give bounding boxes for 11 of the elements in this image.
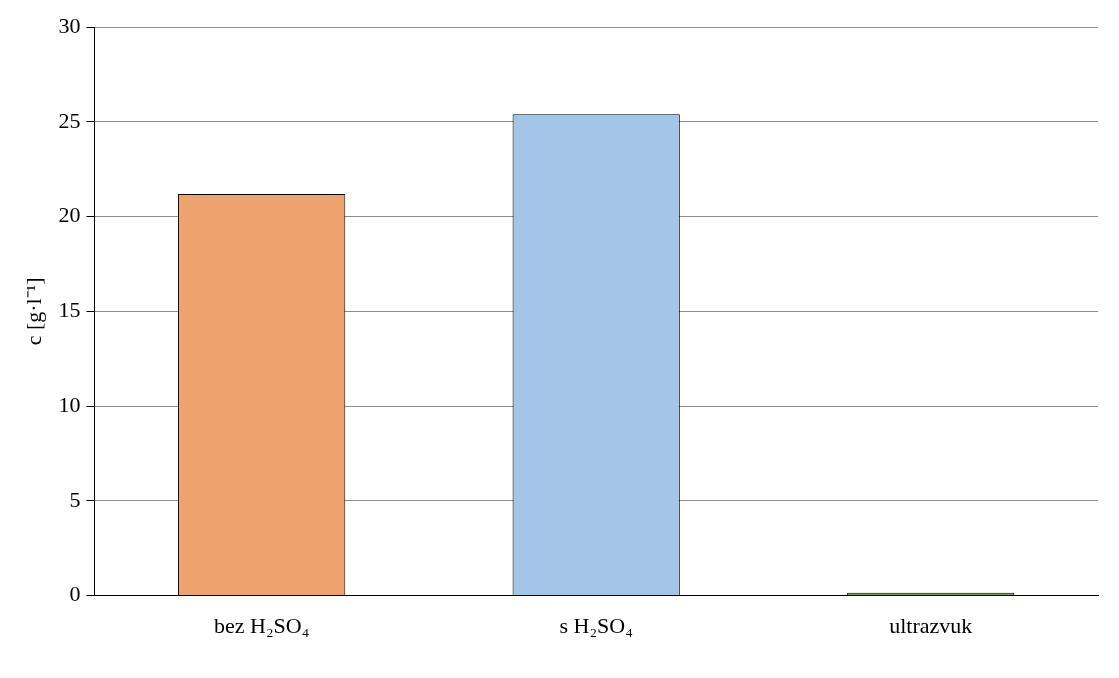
y-axis-title: c [g·l⁻¹] [20,277,46,346]
x-tick-label: bez H₂SO₄ [213,612,310,638]
y-tick-label: 5 [69,486,81,512]
y-tick-label: 0 [69,581,81,607]
y-tick-label: 15 [58,297,81,323]
y-tick-label: 30 [58,12,81,38]
x-tick-label: ultrazvuk [889,612,973,638]
y-tick-label: 25 [58,107,81,133]
y-tick-label: 20 [58,202,81,228]
x-tick-label: s H₂SO₄ [559,612,633,638]
y-tick-label: 10 [58,391,81,417]
